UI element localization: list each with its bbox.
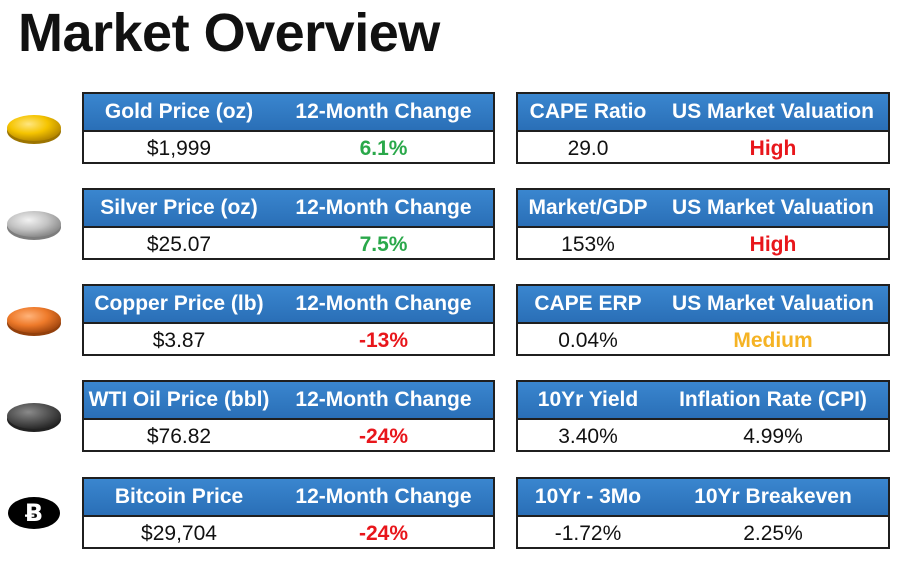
header-label: CAPE Ratio xyxy=(529,100,647,123)
change-value: 6.1% xyxy=(359,137,408,160)
table-values: $29,704 -24% xyxy=(84,517,493,551)
header-label: US Market Valuation xyxy=(672,100,874,123)
bitcoin-price-table: Bitcoin Price 12-Month Change $29,704 -2… xyxy=(82,477,495,549)
silver-price-table: Silver Price (oz) 12-Month Change $25.07… xyxy=(82,188,495,260)
table-header: 10Yr Yield Inflation Rate (CPI) xyxy=(518,382,888,420)
market-row-copper: Copper Price (lb) 12-Month Change $3.87 … xyxy=(0,284,900,360)
page-title: Market Overview xyxy=(18,3,440,63)
header-label: Inflation Rate (CPI) xyxy=(679,388,867,411)
header-label: 10Yr - 3Mo xyxy=(534,485,642,508)
header-label: 12-Month Change xyxy=(295,388,472,411)
metric-value: -1.72% xyxy=(554,522,622,545)
header-label: Silver Price (oz) xyxy=(100,196,258,219)
table-header: Bitcoin Price 12-Month Change xyxy=(84,479,493,517)
header-label: 12-Month Change xyxy=(295,485,472,508)
market-gdp-table: Market/GDP US Market Valuation 153% High xyxy=(516,188,890,260)
wti-oil-price-table: WTI Oil Price (bbl) 12-Month Change $76.… xyxy=(82,380,495,452)
table-header: Market/GDP US Market Valuation xyxy=(518,190,888,228)
table-values: 153% High xyxy=(518,228,888,262)
bitcoin-icon: Ƀ xyxy=(8,497,60,529)
table-header: CAPE Ratio US Market Valuation xyxy=(518,94,888,132)
metric-value: 153% xyxy=(561,233,615,256)
valuation-value: Medium xyxy=(733,329,813,352)
header-label: US Market Valuation xyxy=(672,196,874,219)
table-values: 3.40% 4.99% xyxy=(518,420,888,454)
market-row-bitcoin: Ƀ Bitcoin Price 12-Month Change $29,704 … xyxy=(0,477,900,553)
price-value: $25.07 xyxy=(146,233,212,256)
svg-text:Ƀ: Ƀ xyxy=(25,499,43,527)
metric-value: 4.99% xyxy=(743,425,803,448)
header-label: 10Yr Yield xyxy=(537,388,639,411)
cape-ratio-table: CAPE Ratio US Market Valuation 29.0 High xyxy=(516,92,890,164)
header-label: US Market Valuation xyxy=(672,292,874,315)
yield-inflation-table: 10Yr Yield Inflation Rate (CPI) 3.40% 4.… xyxy=(516,380,890,452)
table-header: Gold Price (oz) 12-Month Change xyxy=(84,94,493,132)
table-values: $25.07 7.5% xyxy=(84,228,493,262)
valuation-value: High xyxy=(749,137,797,160)
price-value: $1,999 xyxy=(146,137,212,160)
metric-value: 2.25% xyxy=(743,522,803,545)
cape-erp-table: CAPE ERP US Market Valuation 0.04% Mediu… xyxy=(516,284,890,356)
copper-price-table: Copper Price (lb) 12-Month Change $3.87 … xyxy=(82,284,495,356)
header-label: Market/GDP xyxy=(528,196,648,219)
valuation-value: High xyxy=(749,233,797,256)
gold-coin-icon xyxy=(7,115,61,144)
change-value: -24% xyxy=(358,425,409,448)
table-values: 29.0 High xyxy=(518,132,888,166)
table-header: 10Yr - 3Mo 10Yr Breakeven xyxy=(518,479,888,517)
header-label: WTI Oil Price (bbl) xyxy=(88,388,270,411)
table-values: -1.72% 2.25% xyxy=(518,517,888,551)
market-row-silver: Silver Price (oz) 12-Month Change $25.07… xyxy=(0,188,900,264)
price-value: $3.87 xyxy=(152,329,206,352)
metric-value: 0.04% xyxy=(558,329,618,352)
header-label: Bitcoin Price xyxy=(114,485,244,508)
header-label: 12-Month Change xyxy=(295,100,472,123)
price-value: $76.82 xyxy=(146,425,212,448)
change-value: 7.5% xyxy=(359,233,408,256)
oil-coin-icon xyxy=(7,403,61,432)
copper-coin-icon xyxy=(7,307,61,336)
header-label: CAPE ERP xyxy=(534,292,642,315)
header-label: Copper Price (lb) xyxy=(94,292,264,315)
table-values: $1,999 6.1% xyxy=(84,132,493,166)
table-values: $76.82 -24% xyxy=(84,420,493,454)
header-label: 12-Month Change xyxy=(295,292,472,315)
header-label: Gold Price (oz) xyxy=(104,100,254,123)
change-value: -13% xyxy=(358,329,409,352)
header-label: 10Yr Breakeven xyxy=(694,485,852,508)
metric-value: 29.0 xyxy=(567,137,609,160)
price-value: $29,704 xyxy=(141,522,217,545)
market-row-oil: WTI Oil Price (bbl) 12-Month Change $76.… xyxy=(0,380,900,456)
table-values: 0.04% Medium xyxy=(518,324,888,358)
table-values: $3.87 -13% xyxy=(84,324,493,358)
table-header: Copper Price (lb) 12-Month Change xyxy=(84,286,493,324)
gold-price-table: Gold Price (oz) 12-Month Change $1,999 6… xyxy=(82,92,495,164)
header-label: 12-Month Change xyxy=(295,196,472,219)
spread-breakeven-table: 10Yr - 3Mo 10Yr Breakeven -1.72% 2.25% xyxy=(516,477,890,549)
change-value: -24% xyxy=(358,522,409,545)
table-header: WTI Oil Price (bbl) 12-Month Change xyxy=(84,382,493,420)
table-header: CAPE ERP US Market Valuation xyxy=(518,286,888,324)
market-row-gold: Gold Price (oz) 12-Month Change $1,999 6… xyxy=(0,92,900,168)
table-header: Silver Price (oz) 12-Month Change xyxy=(84,190,493,228)
silver-coin-icon xyxy=(7,211,61,240)
metric-value: 3.40% xyxy=(558,425,618,448)
